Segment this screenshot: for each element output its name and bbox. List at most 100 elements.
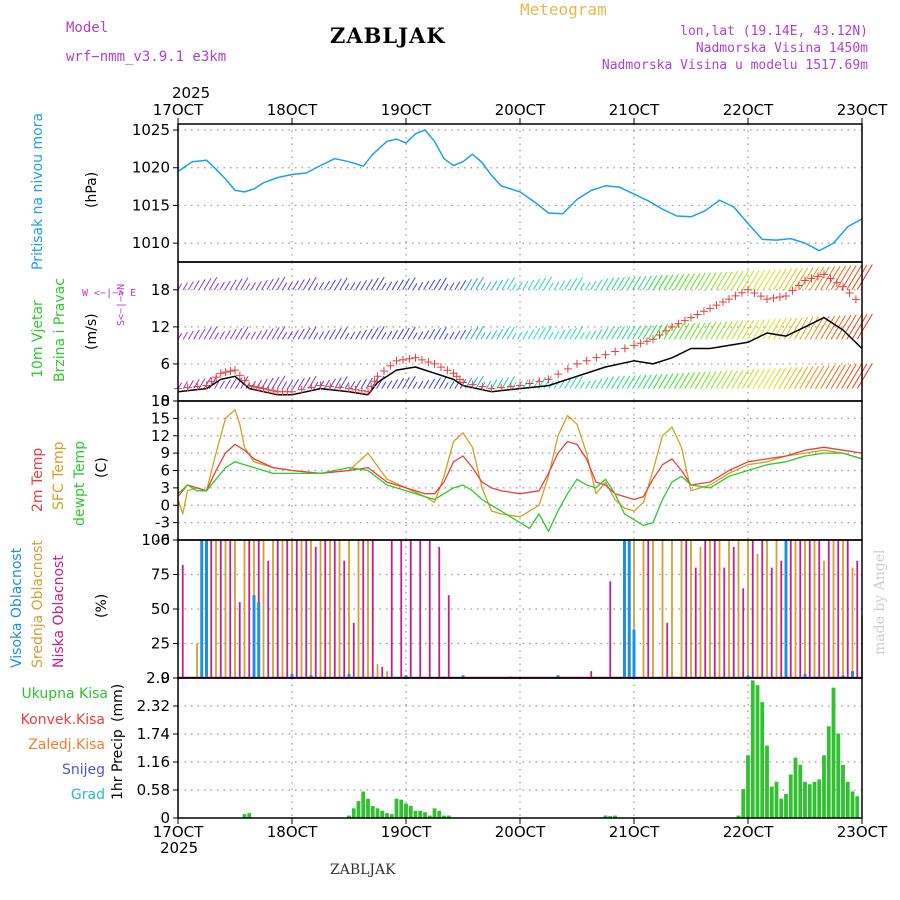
cloud-bar <box>799 540 802 678</box>
x-tick-label-bottom: 23OCT <box>837 823 888 841</box>
gust-marker <box>411 353 420 362</box>
wind-barb <box>856 363 873 389</box>
cloud-bar <box>300 540 303 678</box>
cloud-bar <box>632 629 636 678</box>
wind-barb <box>668 323 679 340</box>
precip-bar <box>442 815 446 818</box>
wind-barb <box>438 277 447 291</box>
cloud-bar <box>371 540 374 678</box>
wind-barb <box>820 315 836 340</box>
cloud-bar <box>305 540 308 678</box>
wind-barb <box>449 282 455 291</box>
gust-marker <box>183 383 192 392</box>
gust-marker <box>357 386 366 395</box>
wind-barb <box>757 368 771 389</box>
gust-marker <box>370 377 379 386</box>
wind-barb <box>459 280 467 291</box>
wind-barb <box>287 330 294 340</box>
wind-barb <box>433 328 441 340</box>
wind-barb <box>804 365 819 389</box>
wind-barb <box>250 282 257 291</box>
wind-barb <box>616 276 625 291</box>
wind-barb <box>585 281 591 291</box>
wind-barb <box>402 278 410 291</box>
wind-barb <box>203 376 212 389</box>
gust-marker <box>826 274 835 283</box>
wind-barb <box>809 365 825 389</box>
wind-barb <box>491 329 498 340</box>
gust-marker <box>655 331 664 340</box>
y-tick-label: 1020 <box>132 159 170 177</box>
wind-barb <box>402 327 410 340</box>
wind-barb <box>726 370 739 389</box>
cloud-bar <box>633 540 635 678</box>
wind-barb <box>762 269 776 291</box>
cloud-bar <box>737 540 740 678</box>
wind-barb <box>851 264 868 291</box>
cloud-bar <box>841 675 845 678</box>
wind-barb <box>767 268 782 291</box>
wind-barb <box>224 330 231 340</box>
wind-barb <box>752 319 766 340</box>
wind-barb <box>438 376 447 389</box>
wind-barb <box>412 381 418 389</box>
wind-barb <box>642 275 652 291</box>
gust-marker <box>535 377 544 386</box>
wind-barb <box>720 320 733 340</box>
wind-barb <box>621 276 631 291</box>
legend-hail: Grad <box>70 787 105 803</box>
gust-marker <box>226 367 235 376</box>
wind-barb <box>214 282 220 291</box>
model-altitude-text: Nadmorska Visina u modelu 1517.69m <box>601 58 868 73</box>
wind-barb <box>673 372 685 389</box>
wind-barb <box>668 274 679 291</box>
cloud-bar <box>447 595 450 678</box>
cloud-bar <box>257 602 261 678</box>
wind-barb <box>339 277 348 291</box>
wind-barb <box>397 279 404 291</box>
y-tick-label: 0 <box>160 669 170 687</box>
cloud-bar <box>690 540 692 678</box>
wind-barb <box>417 331 424 340</box>
wind-barb <box>684 372 695 389</box>
wind-barb <box>574 276 584 291</box>
y-tick-label: 0 <box>160 392 170 410</box>
wind-barb <box>182 331 188 340</box>
wind-barb <box>334 377 342 389</box>
wind-barb <box>720 370 733 389</box>
wind-barb <box>621 326 631 340</box>
product-title: Meteogram <box>520 0 607 19</box>
wind-barb <box>470 277 478 291</box>
wind-barb <box>731 270 744 291</box>
gust-marker <box>649 335 657 344</box>
wind-barb <box>543 276 552 291</box>
precip-bar <box>380 810 385 818</box>
wind-barb <box>480 381 486 389</box>
y-tick-label: 2.9 <box>146 669 170 687</box>
wind-barb <box>308 326 317 340</box>
compass-we: W <−|−> E <box>82 288 137 299</box>
wind-barb <box>741 319 755 340</box>
precip-bar <box>242 814 247 818</box>
cloud-bar <box>196 643 198 678</box>
wind-barb <box>433 278 441 291</box>
gust-marker <box>207 377 216 386</box>
wind-barb <box>773 318 787 340</box>
legend-freezing-rain: Zaledj.Kisa <box>28 737 105 753</box>
wind-barb <box>569 327 578 340</box>
legend-total-rain: Ukupna Kisa <box>21 686 108 702</box>
gust-marker <box>335 383 344 392</box>
wind-barb <box>616 326 625 340</box>
wind-barb <box>548 331 554 340</box>
wind-barb <box>809 266 825 291</box>
cloud-bar <box>756 553 759 678</box>
wind-barb <box>444 283 449 291</box>
precip-bar <box>769 786 774 818</box>
wind-barb <box>214 332 220 340</box>
precip-bar <box>850 791 855 818</box>
wind-barb <box>229 378 237 389</box>
cloud-bar <box>761 540 764 678</box>
wind-barb <box>188 281 194 291</box>
cloud-bar <box>386 671 388 678</box>
wind-barb <box>292 329 299 340</box>
